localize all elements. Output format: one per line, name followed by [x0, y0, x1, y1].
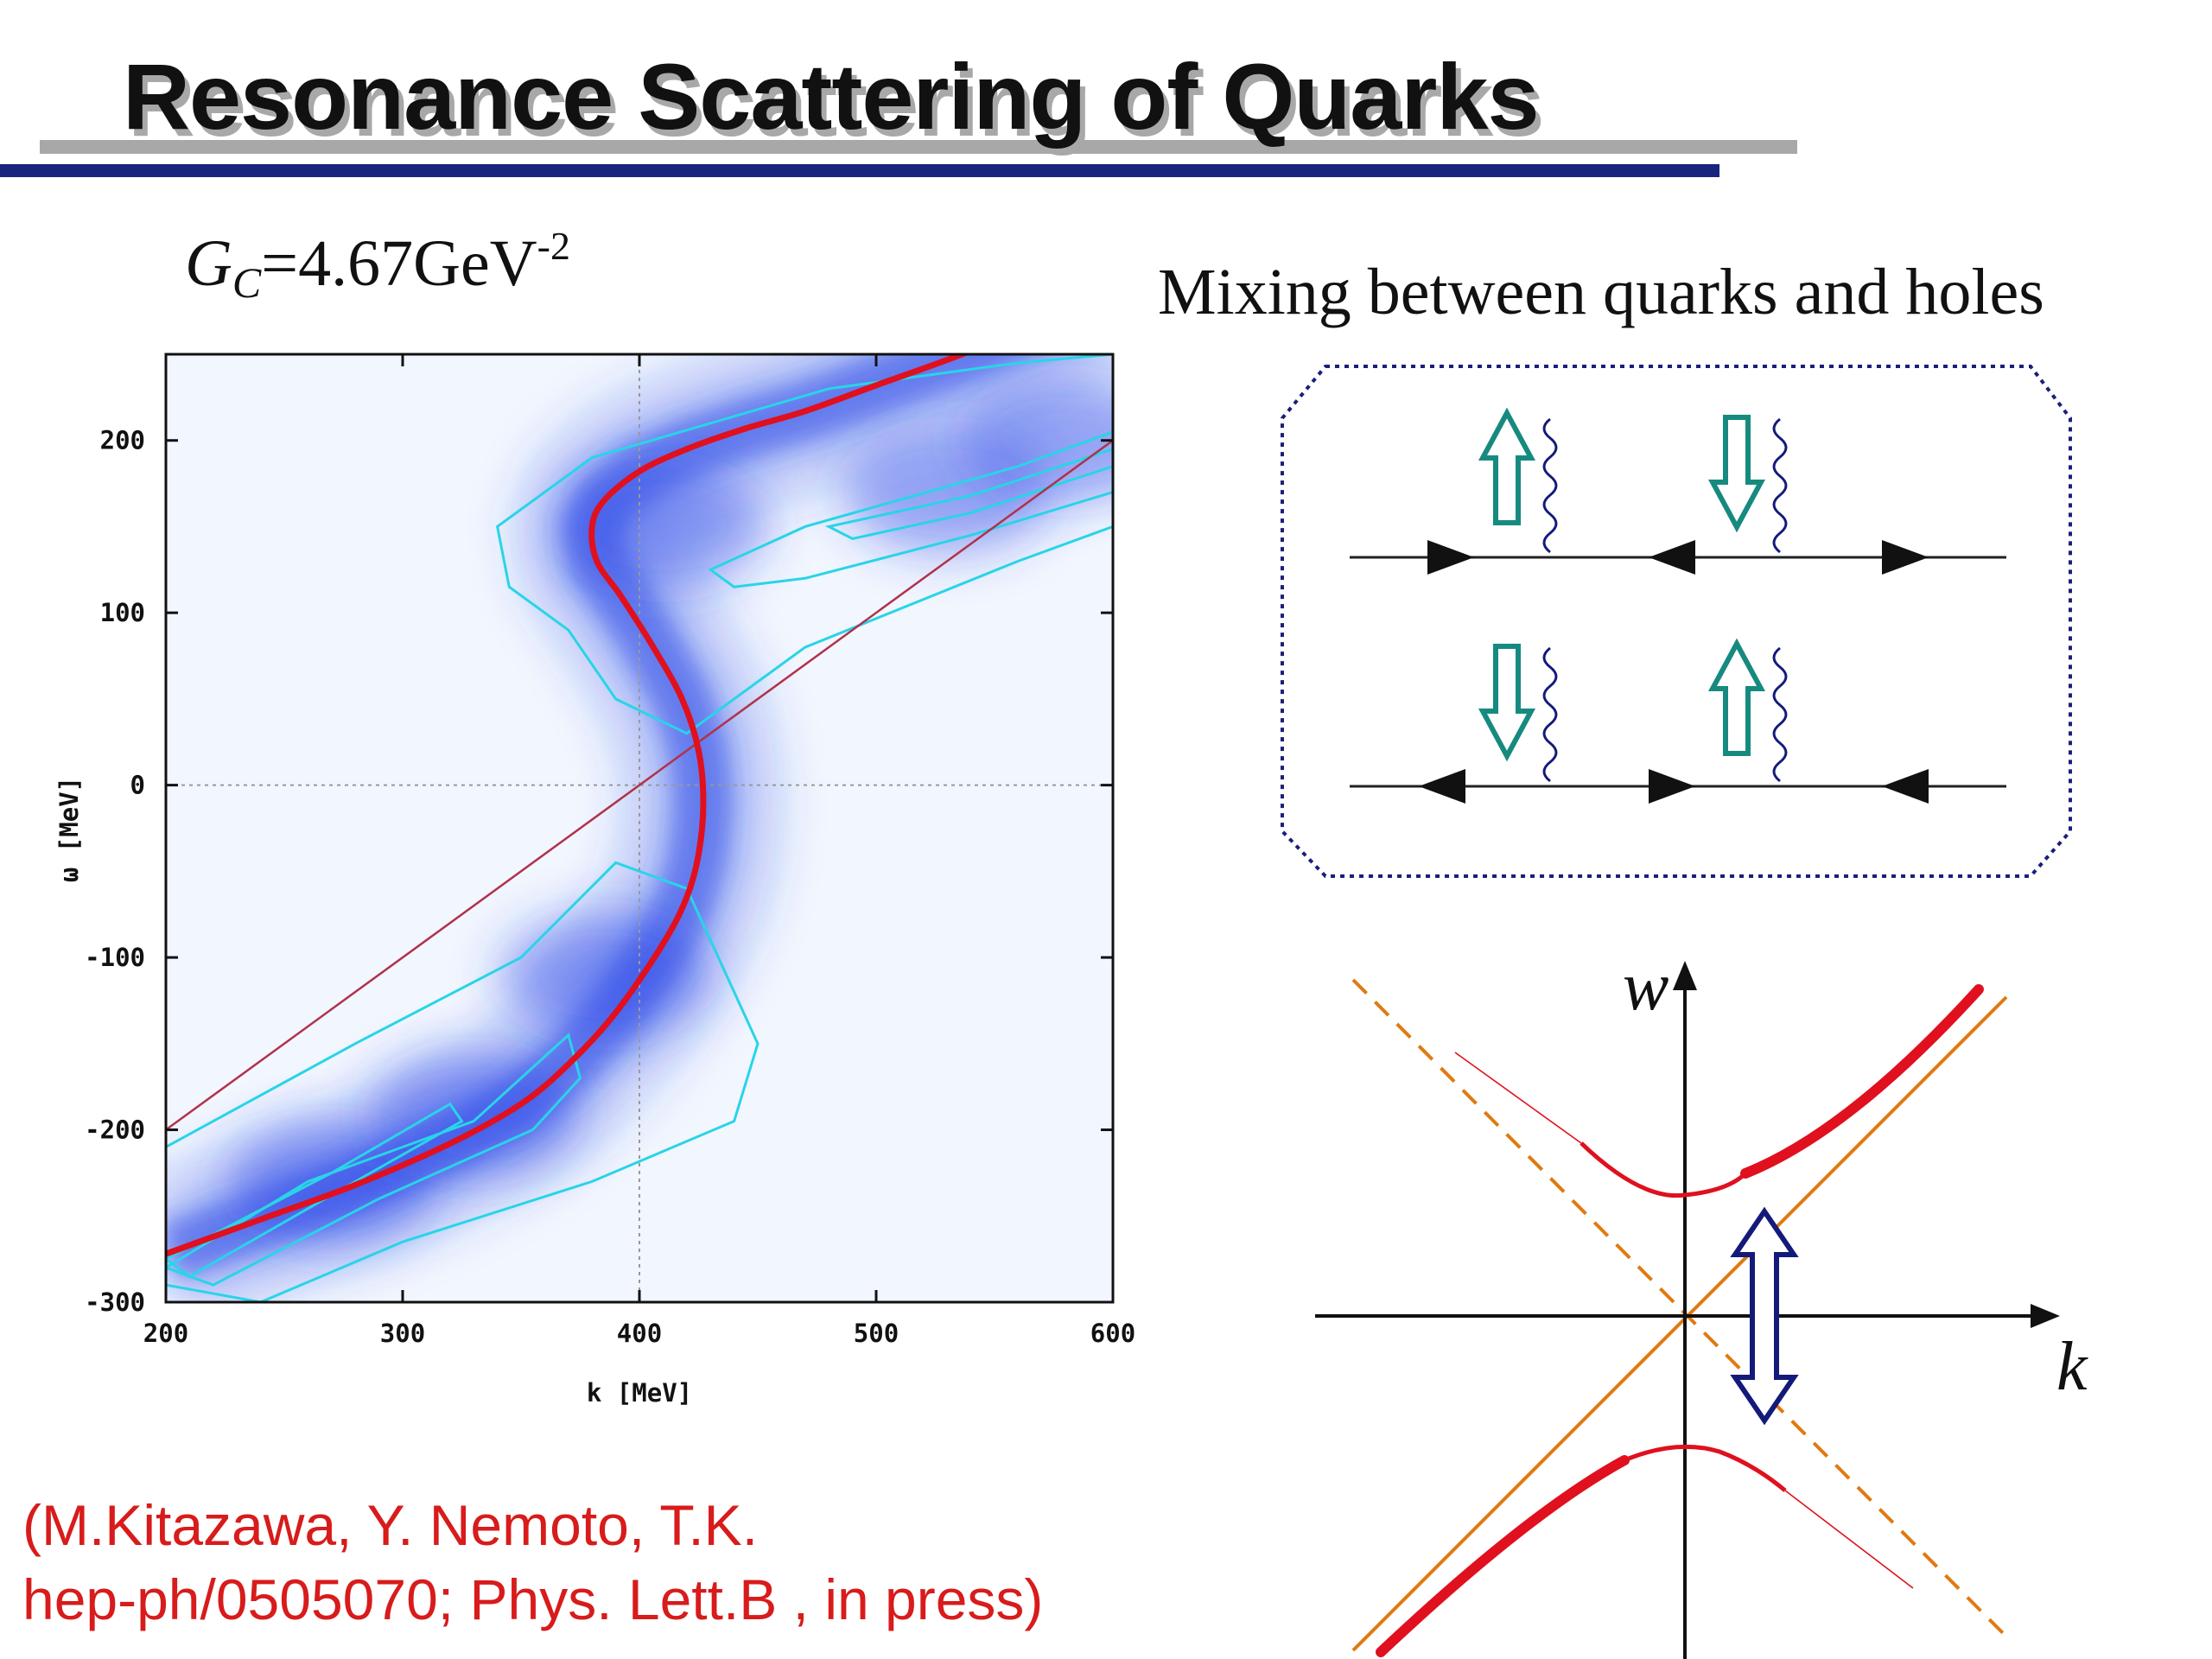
diagonal-reference-line: [166, 439, 1113, 1131]
x-tick-label: 300: [380, 1319, 425, 1348]
lower-branch-thin: [1784, 1490, 1914, 1589]
double-arrow-icon: [1730, 1206, 1799, 1426]
contour-line: [166, 861, 760, 1302]
title-underline-shadow: [40, 140, 1797, 154]
photon-wavy-line-icon: [1542, 417, 1558, 554]
w-axis-label: w: [1623, 949, 1669, 1025]
down-arrow-icon: [1707, 415, 1766, 533]
light-cone-dashed: [1351, 978, 2008, 1638]
coupling-exponent: -2: [537, 224, 570, 268]
k-axis-arrowhead-icon: [2031, 1304, 2060, 1328]
contour-layer: [166, 354, 1113, 1302]
upper-branch: [1580, 1141, 1747, 1198]
coupling-label: GC=4.67GeV-2: [185, 224, 570, 307]
citation-line-2: hep-ph/0505070; Phys. Lett.B , in press): [22, 1567, 1044, 1631]
y-tick-label: -200: [85, 1116, 145, 1145]
light-cone-solid: [1351, 995, 2008, 1652]
y-tick-label: -100: [85, 943, 145, 972]
coupling-value: =4.67GeV: [261, 227, 537, 300]
y-tick-label: -300: [85, 1287, 145, 1317]
x-tick-label: 500: [854, 1319, 899, 1348]
upper-branch-thick: [1740, 984, 1984, 1179]
lower-branch: [1624, 1444, 1787, 1492]
arrowhead-right-icon: [1882, 540, 1929, 575]
x-tick-label: 200: [143, 1319, 188, 1348]
up-arrow-icon: [1478, 407, 1536, 525]
x-tick-label: 400: [617, 1319, 662, 1348]
lower-branch-thick: [1376, 1455, 1630, 1657]
photon-wavy-line-icon: [1542, 646, 1558, 783]
dispersion-curve: [166, 354, 971, 1257]
upper-branch-thin: [1454, 1052, 1582, 1144]
contour-line: [708, 430, 1113, 588]
citation-line-1: (M.Kitazawa, Y. Nemoto, T.K.: [22, 1493, 759, 1557]
down-arrow-icon: [1478, 644, 1536, 762]
arrowhead-left-icon: [1882, 769, 1929, 804]
contour-line: [166, 1102, 464, 1278]
arrowhead-left-icon: [1649, 540, 1695, 575]
y-tick-label: 200: [100, 426, 145, 455]
x-tick-label: 600: [1090, 1319, 1135, 1348]
coupling-subscript: C: [232, 258, 262, 307]
mixing-heading: Mixing between quarks and holes: [1158, 256, 2044, 328]
y-axis-label: ω [MeV]: [54, 777, 84, 882]
y-tick-label: 0: [130, 771, 145, 800]
up-arrow-icon: [1707, 638, 1766, 756]
photon-wavy-line-icon: [1772, 417, 1788, 554]
title-underline: [0, 164, 1719, 177]
contour-line: [495, 354, 1113, 735]
slide-title: Resonance Scattering of Quarks: [123, 44, 1540, 149]
coupling-symbol: G: [185, 227, 232, 300]
photon-wavy-line-icon: [1772, 646, 1788, 783]
density-peak: [499, 914, 708, 1036]
y-tick-label: 100: [100, 598, 145, 627]
arrowhead-right-icon: [1649, 769, 1695, 804]
w-axis-arrowhead-icon: [1673, 961, 1697, 990]
k-axis-label: k: [2056, 1329, 2088, 1405]
contour-line: [166, 1033, 582, 1287]
arrowhead-left-icon: [1419, 769, 1465, 804]
tick-layer: 200 300 400 500 600 200 100 0 -100 -200 -300: [85, 354, 1135, 1348]
arrowhead-right-icon: [1427, 540, 1474, 575]
x-axis-label: k [MeV]: [587, 1378, 692, 1408]
citation: (M.Kitazawa, Y. Nemoto, T.K. hep-ph/0505…: [22, 1488, 1043, 1637]
contour-line: [824, 448, 1113, 540]
